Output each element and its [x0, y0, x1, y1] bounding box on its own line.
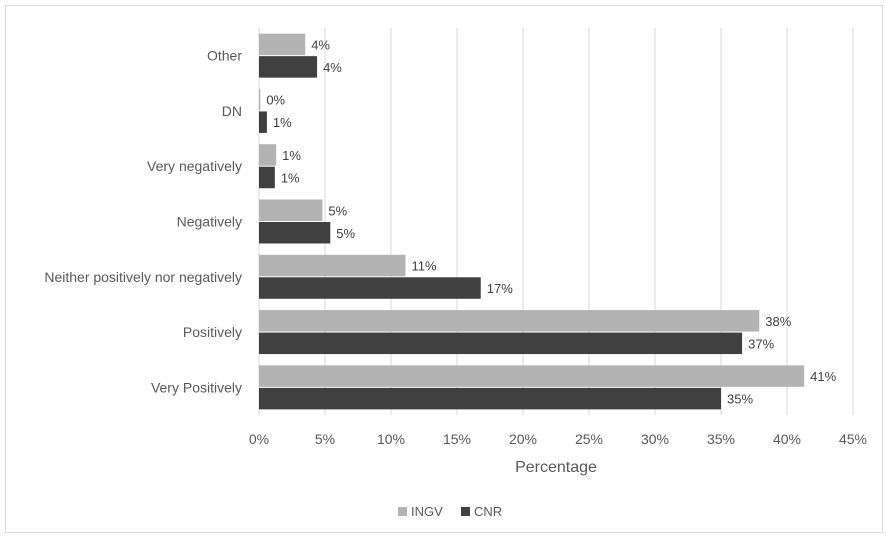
x-tick-label: 30%: [641, 431, 669, 447]
data-label: 1%: [282, 148, 301, 163]
legend-swatch-cnr: [461, 507, 470, 516]
data-label: 4%: [311, 37, 330, 52]
legend: INGV CNR: [398, 504, 502, 519]
x-axis-title: Percentage: [515, 459, 597, 476]
category-label: Other: [207, 48, 242, 64]
bar-ingv: [259, 33, 306, 56]
bar-ingv: [259, 254, 406, 277]
category-label: Negatively: [177, 214, 242, 230]
bar-cnr: [259, 332, 743, 355]
data-label: 38%: [765, 314, 791, 329]
category-label: Very negatively: [147, 158, 242, 174]
bar-cnr: [259, 222, 331, 244]
x-tick-label: 40%: [773, 431, 801, 447]
data-label: 4%: [323, 60, 342, 75]
data-label: 5%: [336, 226, 355, 241]
data-label: 41%: [810, 369, 836, 384]
x-tick-label: 15%: [443, 431, 471, 447]
bar-ingv: [259, 310, 760, 332]
bar-ingv: [259, 199, 323, 221]
data-label: 37%: [748, 336, 774, 351]
data-label: 0%: [266, 93, 285, 108]
bar-cnr: [259, 277, 481, 299]
bar-ingv: [259, 144, 277, 166]
x-tick-label: 20%: [509, 431, 537, 447]
category-label: Neither positively nor negatively: [44, 269, 242, 285]
x-tick-label: 10%: [377, 431, 405, 447]
gridlines: [258, 28, 854, 415]
legend-label-cnr: CNR: [474, 504, 502, 519]
category-label: Very Positively: [151, 379, 242, 395]
data-labels: 41% 35% 38% 37% 11% 17% 5% 5% 1% 1% 0% 1% 4% 4%: [266, 37, 836, 406]
x-tick-label: 0%: [249, 431, 269, 447]
data-label: 1%: [273, 115, 292, 130]
legend-swatch-ingv: [398, 507, 407, 516]
data-label: 1%: [281, 170, 300, 185]
x-tick-label: 35%: [707, 431, 735, 447]
x-tick-label: 5%: [315, 431, 335, 447]
bar-cnr: [259, 166, 275, 189]
category-label: DN: [222, 103, 242, 119]
x-tick-labels: 0% 5% 10% 15% 20% 25% 30% 35% 40% 45%: [249, 431, 867, 447]
data-label: 5%: [328, 203, 347, 218]
x-tick-label: 45%: [839, 431, 867, 447]
x-tick-label: 25%: [575, 431, 603, 447]
bar-ingv: [259, 88, 261, 111]
data-label: 17%: [487, 281, 513, 296]
bar-ingv: [259, 365, 805, 387]
bar-cnr: [259, 111, 267, 133]
legend-label-ingv: INGV: [411, 504, 443, 519]
bars: [259, 33, 805, 410]
bar-cnr: [259, 387, 721, 410]
category-labels: Very Positively Positively Neither positiv…: [44, 48, 242, 396]
bar-cnr: [259, 56, 318, 78]
chart-frame: [5, 5, 883, 533]
category-label: Positively: [183, 324, 242, 340]
data-label: 11%: [412, 259, 437, 274]
data-label: 35%: [727, 392, 753, 407]
